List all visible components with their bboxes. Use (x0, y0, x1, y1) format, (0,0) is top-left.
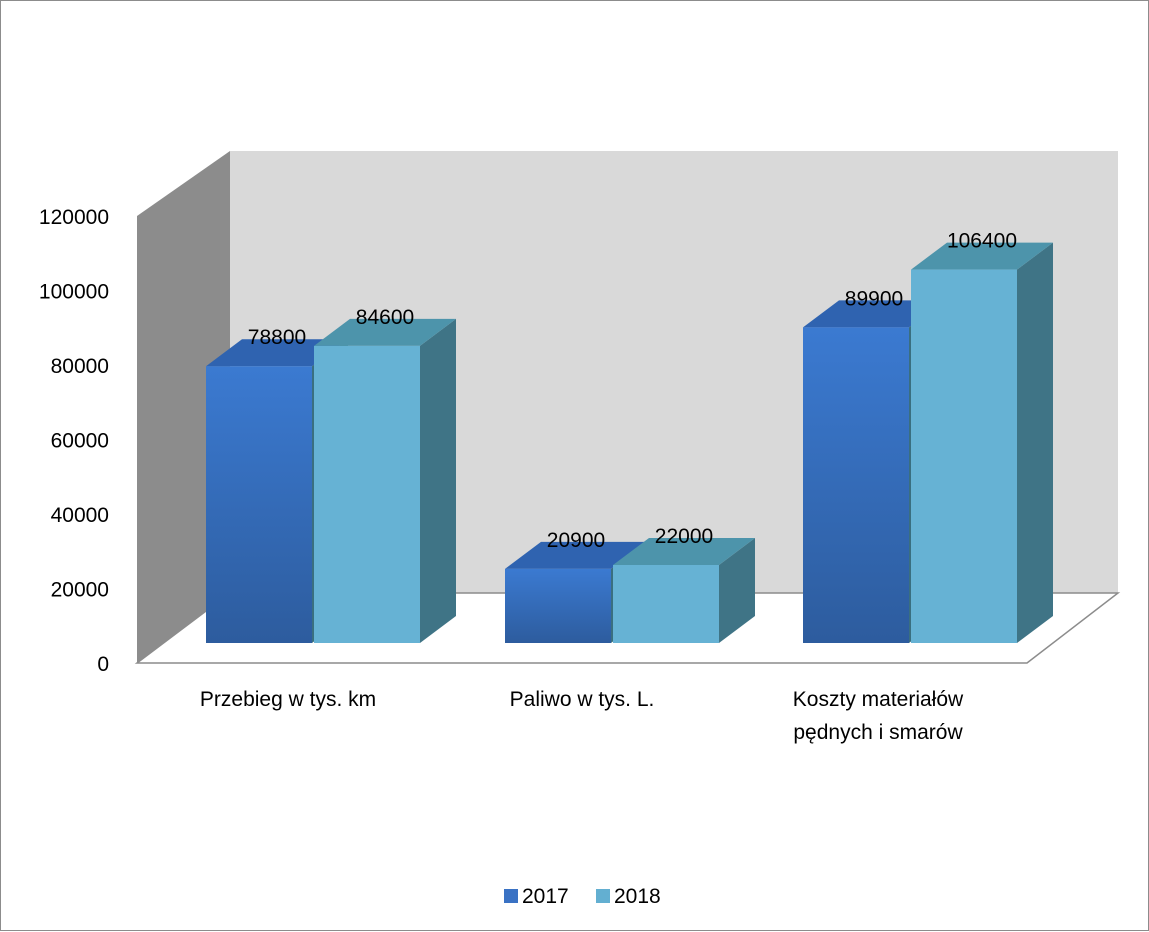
y-tick-label: 100000 (39, 281, 109, 304)
bar-top-2018 (314, 318, 456, 346)
y-tick-label: 60000 (51, 430, 109, 453)
data-label: 84600 (356, 306, 414, 329)
data-label: 20900 (547, 529, 605, 552)
data-label: 22000 (655, 525, 713, 548)
legend-swatch-2018 (596, 889, 610, 903)
data-label: 89900 (845, 287, 903, 310)
bar-top-2018 (911, 242, 1053, 270)
x-tick-label: pędnych i smarów (793, 721, 963, 744)
x-tick-label: Przebieg w tys. km (200, 688, 376, 711)
data-label: 106400 (947, 230, 1017, 253)
legend-swatch-2017 (504, 889, 518, 903)
x-tick-label: Paliwo w tys. L. (510, 688, 655, 711)
y-tick-label: 120000 (39, 206, 109, 229)
bar-side-2018 (420, 318, 456, 643)
bar-2017 (505, 568, 611, 643)
bar-2017 (803, 327, 909, 643)
bar-top-2018 (613, 538, 755, 565)
legend-label: 2017 (522, 885, 569, 908)
y-tick-label: 80000 (51, 355, 109, 378)
bar-2018 (911, 269, 1017, 643)
bar-side-2018 (719, 538, 755, 643)
y-tick-label: 20000 (51, 579, 109, 602)
legend-label: 2018 (614, 885, 661, 908)
y-tick-label: 0 (97, 653, 109, 676)
y-tick-label: 40000 (51, 504, 109, 527)
bar-2018 (314, 345, 420, 643)
bar-top-2017 (803, 300, 945, 328)
bar-top-2017 (206, 339, 348, 367)
x-tick-label: Koszty materiałów (793, 688, 964, 711)
bar-2017 (206, 366, 312, 643)
data-label: 78800 (248, 326, 306, 349)
bar-side-2018 (1017, 242, 1053, 643)
bar-top-2017 (505, 541, 647, 569)
bar-2018 (613, 565, 719, 643)
